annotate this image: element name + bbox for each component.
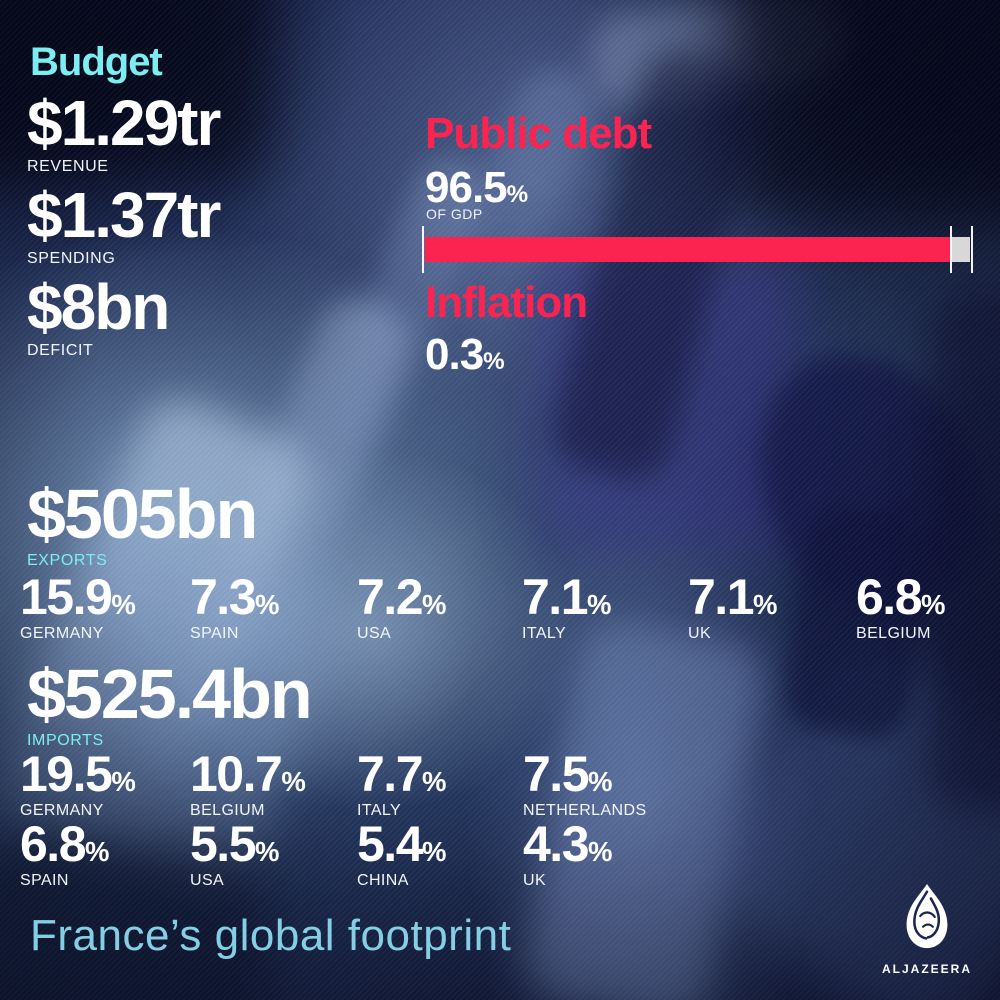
deficit-value: $8bn <box>27 271 170 343</box>
stat-country: BELGIUM <box>856 625 931 642</box>
deficit-label: DEFICIT <box>27 341 94 359</box>
percent-sign: % <box>422 766 446 797</box>
percent-sign: % <box>422 589 446 620</box>
budget-spending-stat: $1.37tr SPENDING <box>27 179 221 267</box>
percent-sign: % <box>483 348 504 375</box>
bar-start-tick <box>422 226 424 273</box>
stat-value: 7.5% <box>523 746 612 802</box>
inflation-title: Inflation <box>425 278 588 327</box>
stat-value: 5.4% <box>357 816 446 872</box>
stat-value: 7.1% <box>688 569 777 625</box>
import-stat-china: 5.4% CHINA <box>357 816 446 889</box>
stat-value: 6.8% <box>20 816 109 872</box>
stat-value: 7.2% <box>357 569 446 625</box>
spending-label: SPENDING <box>27 249 116 267</box>
percent-sign: % <box>255 589 279 620</box>
budget-section-title-wrap: Budget <box>30 40 163 84</box>
stat-country: BELGIUM <box>190 802 265 819</box>
budget-revenue-stat: $1.29tr REVENUE <box>27 87 221 175</box>
percent-sign: % <box>506 181 528 208</box>
aljazeera-flame-icon <box>906 883 948 949</box>
public-debt-bar <box>422 226 973 273</box>
bar-value-tick <box>949 226 952 273</box>
stat-value: 10.7% <box>190 746 306 802</box>
stat-country: CHINA <box>357 872 409 889</box>
percent-sign: % <box>753 589 777 620</box>
export-stat-germany: 15.9% GERMANY <box>20 569 136 642</box>
page-title: France’s global footprint <box>30 911 512 960</box>
stat-country: SPAIN <box>190 625 239 642</box>
public-debt-sublabel: OF GDP <box>426 206 483 222</box>
stat-country: GERMANY <box>20 625 104 642</box>
stat-country: SPAIN <box>20 872 69 889</box>
import-stat-netherlands: 7.5% NETHERLANDS <box>523 749 647 819</box>
stat-country: GERMANY <box>20 802 104 819</box>
stat-country: NETHERLANDS <box>523 802 647 819</box>
stat-country: USA <box>190 872 225 889</box>
stat-country: ITALY <box>522 625 567 642</box>
inflation-value: 0.3% <box>425 330 505 379</box>
budget-title: Budget <box>30 40 163 84</box>
stat-value: 7.1% <box>522 569 611 625</box>
percent-sign: % <box>111 766 135 797</box>
import-stat-germany: 19.5% GERMANY <box>20 746 136 819</box>
spending-value: $1.37tr <box>27 179 221 251</box>
bar-end-tick <box>971 226 973 273</box>
exports-header: $505bn EXPORTS <box>27 475 258 569</box>
stat-value: 7.3% <box>190 569 279 625</box>
percent-sign: % <box>921 589 945 620</box>
public-debt-value: 96.5% <box>425 163 528 212</box>
aljazeera-wordmark: ALJAZEERA <box>881 962 972 976</box>
import-stat-belgium: 10.7% BELGIUM <box>190 746 306 819</box>
stat-value: 5.5% <box>190 816 279 872</box>
percent-sign: % <box>255 836 279 867</box>
stat-value: 7.7% <box>357 746 446 802</box>
imports-header: $525.4bn IMPORTS <box>27 655 313 749</box>
percent-sign: % <box>588 766 612 797</box>
stat-country: UK <box>688 625 712 642</box>
budget-deficit-stat: $8bn DEFICIT <box>27 271 170 359</box>
revenue-value: $1.29tr <box>27 87 221 159</box>
import-stat-spain: 6.8% SPAIN <box>20 816 109 889</box>
export-stat-italy: 7.1% ITALY <box>522 569 611 642</box>
percent-sign: % <box>588 836 612 867</box>
percent-sign: % <box>85 836 109 867</box>
exports-label: EXPORTS <box>27 551 108 569</box>
stat-value: 19.5% <box>20 746 136 802</box>
import-stat-uk: 4.3% UK <box>523 816 612 889</box>
percent-sign: % <box>422 836 446 867</box>
aljazeera-logo: ALJAZEERA <box>872 882 982 976</box>
imports-value: $525.4bn <box>27 655 313 733</box>
imports-label: IMPORTS <box>27 731 104 749</box>
inflation-number: 0.3 <box>425 330 484 379</box>
stat-value: 4.3% <box>523 816 612 872</box>
public-debt-number: 96.5 <box>425 163 508 212</box>
import-stat-italy: 7.7% ITALY <box>357 746 446 819</box>
debt-bar-fill <box>425 237 951 262</box>
export-stat-belgium: 6.8% BELGIUM <box>856 569 945 642</box>
stat-value: 15.9% <box>20 569 136 625</box>
revenue-label: REVENUE <box>27 157 109 175</box>
stat-value: 6.8% <box>856 569 945 625</box>
percent-sign: % <box>281 766 305 797</box>
exports-value: $505bn <box>27 475 258 553</box>
percent-sign: % <box>587 589 611 620</box>
export-stat-usa: 7.2% USA <box>357 569 446 642</box>
import-stat-usa: 5.5% USA <box>190 816 279 889</box>
export-stat-spain: 7.3% SPAIN <box>190 569 279 642</box>
stat-country: USA <box>357 625 392 642</box>
stat-country: UK <box>523 872 547 889</box>
public-debt-title: Public debt <box>425 109 652 158</box>
export-stat-uk: 7.1% UK <box>688 569 777 642</box>
percent-sign: % <box>111 589 135 620</box>
stat-country: ITALY <box>357 802 402 819</box>
